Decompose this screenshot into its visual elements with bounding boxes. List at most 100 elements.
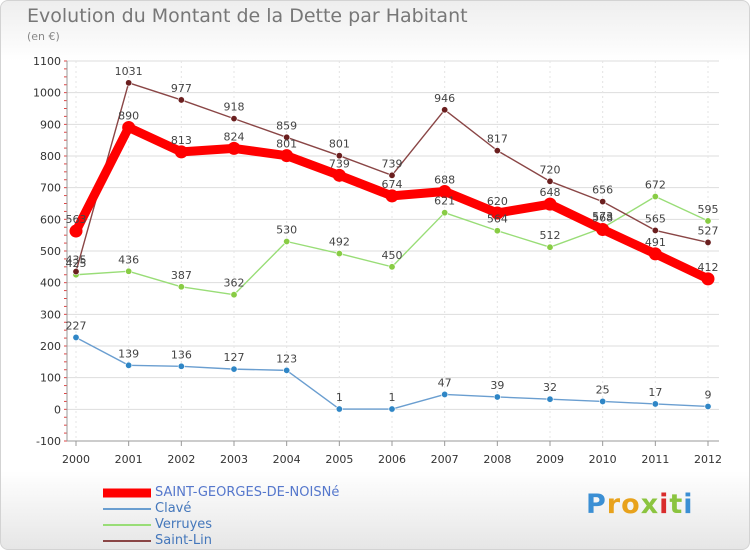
data-label: 859 (276, 119, 297, 132)
data-label: 672 (645, 179, 666, 192)
data-point (651, 226, 659, 234)
data-label: 123 (276, 352, 297, 365)
data-label: 801 (276, 138, 297, 151)
y-tick-label: 700 (40, 182, 61, 195)
data-label: 739 (382, 157, 403, 170)
data-label: 17 (648, 386, 662, 399)
logo-letter: i (659, 489, 670, 520)
data-label: 918 (224, 101, 245, 114)
data-point (388, 405, 396, 413)
data-label: 890 (118, 110, 139, 123)
data-point (177, 362, 185, 370)
chart-subtitle: (en €) (27, 30, 60, 43)
data-point (490, 206, 504, 220)
x-tick-label: 2001 (115, 453, 143, 466)
x-tick-label: 2009 (536, 453, 564, 466)
data-label: 127 (224, 351, 245, 364)
data-label: 450 (382, 249, 403, 262)
legend-label: Verruyes (155, 517, 213, 532)
data-label: 491 (645, 236, 666, 249)
data-point (177, 283, 185, 291)
legend-label: Saint-Lin (155, 533, 212, 548)
legend-label: Clavé (155, 501, 192, 516)
data-label: 620 (487, 195, 508, 208)
data-point (72, 268, 80, 276)
data-label: 39 (490, 379, 504, 392)
data-label: 1031 (115, 65, 143, 78)
data-point (125, 361, 133, 369)
data-label: 136 (171, 348, 192, 361)
data-point (441, 209, 449, 217)
data-label: 946 (434, 92, 455, 105)
data-point (441, 390, 449, 398)
x-tick-label: 2006 (378, 453, 406, 466)
data-point (596, 222, 610, 236)
data-point (543, 197, 557, 211)
data-label: 595 (698, 203, 719, 216)
data-label: 425 (66, 257, 87, 270)
data-point (177, 96, 185, 104)
data-point (125, 267, 133, 275)
y-tick-label: 900 (40, 118, 61, 131)
y-tick-label: 100 (40, 372, 61, 385)
data-point (335, 250, 343, 258)
data-point (283, 133, 291, 141)
data-point (651, 400, 659, 408)
y-tick-label: 500 (40, 245, 61, 258)
legend-swatch (103, 488, 151, 498)
data-label: 573 (592, 210, 613, 223)
data-label: 139 (118, 347, 139, 360)
data-point (72, 333, 80, 341)
data-point (493, 147, 501, 155)
data-label: 492 (329, 236, 350, 249)
y-tick-label: 1100 (33, 55, 61, 68)
data-label: 362 (224, 277, 245, 290)
data-label: 656 (592, 184, 613, 197)
data-label: 977 (171, 82, 192, 95)
x-tick-label: 2004 (273, 453, 301, 466)
data-point (69, 224, 83, 238)
data-label: 387 (171, 269, 192, 282)
data-label: 563 (66, 213, 87, 226)
data-label: 739 (329, 157, 350, 170)
logo-letter: o (621, 489, 641, 520)
y-tick-label: 0 (54, 403, 61, 416)
data-point (230, 291, 238, 299)
legend-swatch (103, 524, 151, 526)
logo-letter: i (683, 489, 694, 520)
x-tick-label: 2002 (167, 453, 195, 466)
data-point (335, 152, 343, 160)
logo-letter: P (586, 489, 607, 520)
data-point (546, 177, 554, 185)
data-label: 801 (329, 138, 350, 151)
proxiti-logo: Proxiti (586, 489, 694, 520)
data-point (704, 217, 712, 225)
y-tick-label: 400 (40, 277, 61, 290)
data-point (701, 272, 715, 286)
x-tick-label: 2005 (325, 453, 353, 466)
data-point (125, 79, 133, 87)
x-tick-label: 2007 (431, 453, 459, 466)
data-point (546, 395, 554, 403)
data-point (385, 189, 399, 203)
logo-letter: x (640, 489, 660, 520)
x-tick-label: 2008 (483, 453, 511, 466)
data-label: 720 (540, 163, 561, 176)
data-label: 1 (389, 391, 396, 404)
data-point (493, 227, 501, 235)
data-label: 564 (487, 213, 508, 226)
data-label: 568 (592, 211, 613, 224)
data-point (335, 405, 343, 413)
data-label: 32 (543, 381, 557, 394)
data-label: 824 (224, 130, 245, 143)
data-label: 512 (540, 229, 561, 242)
legend-swatch (103, 508, 151, 510)
x-tick-label: 2000 (62, 453, 90, 466)
y-tick-label: 800 (40, 150, 61, 163)
y-tick-label: 200 (40, 340, 61, 353)
data-point (230, 115, 238, 123)
chart-title: Evolution du Montant de la Dette par Hab… (27, 5, 468, 27)
data-label: 621 (434, 195, 455, 208)
x-tick-label: 2003 (220, 453, 248, 466)
